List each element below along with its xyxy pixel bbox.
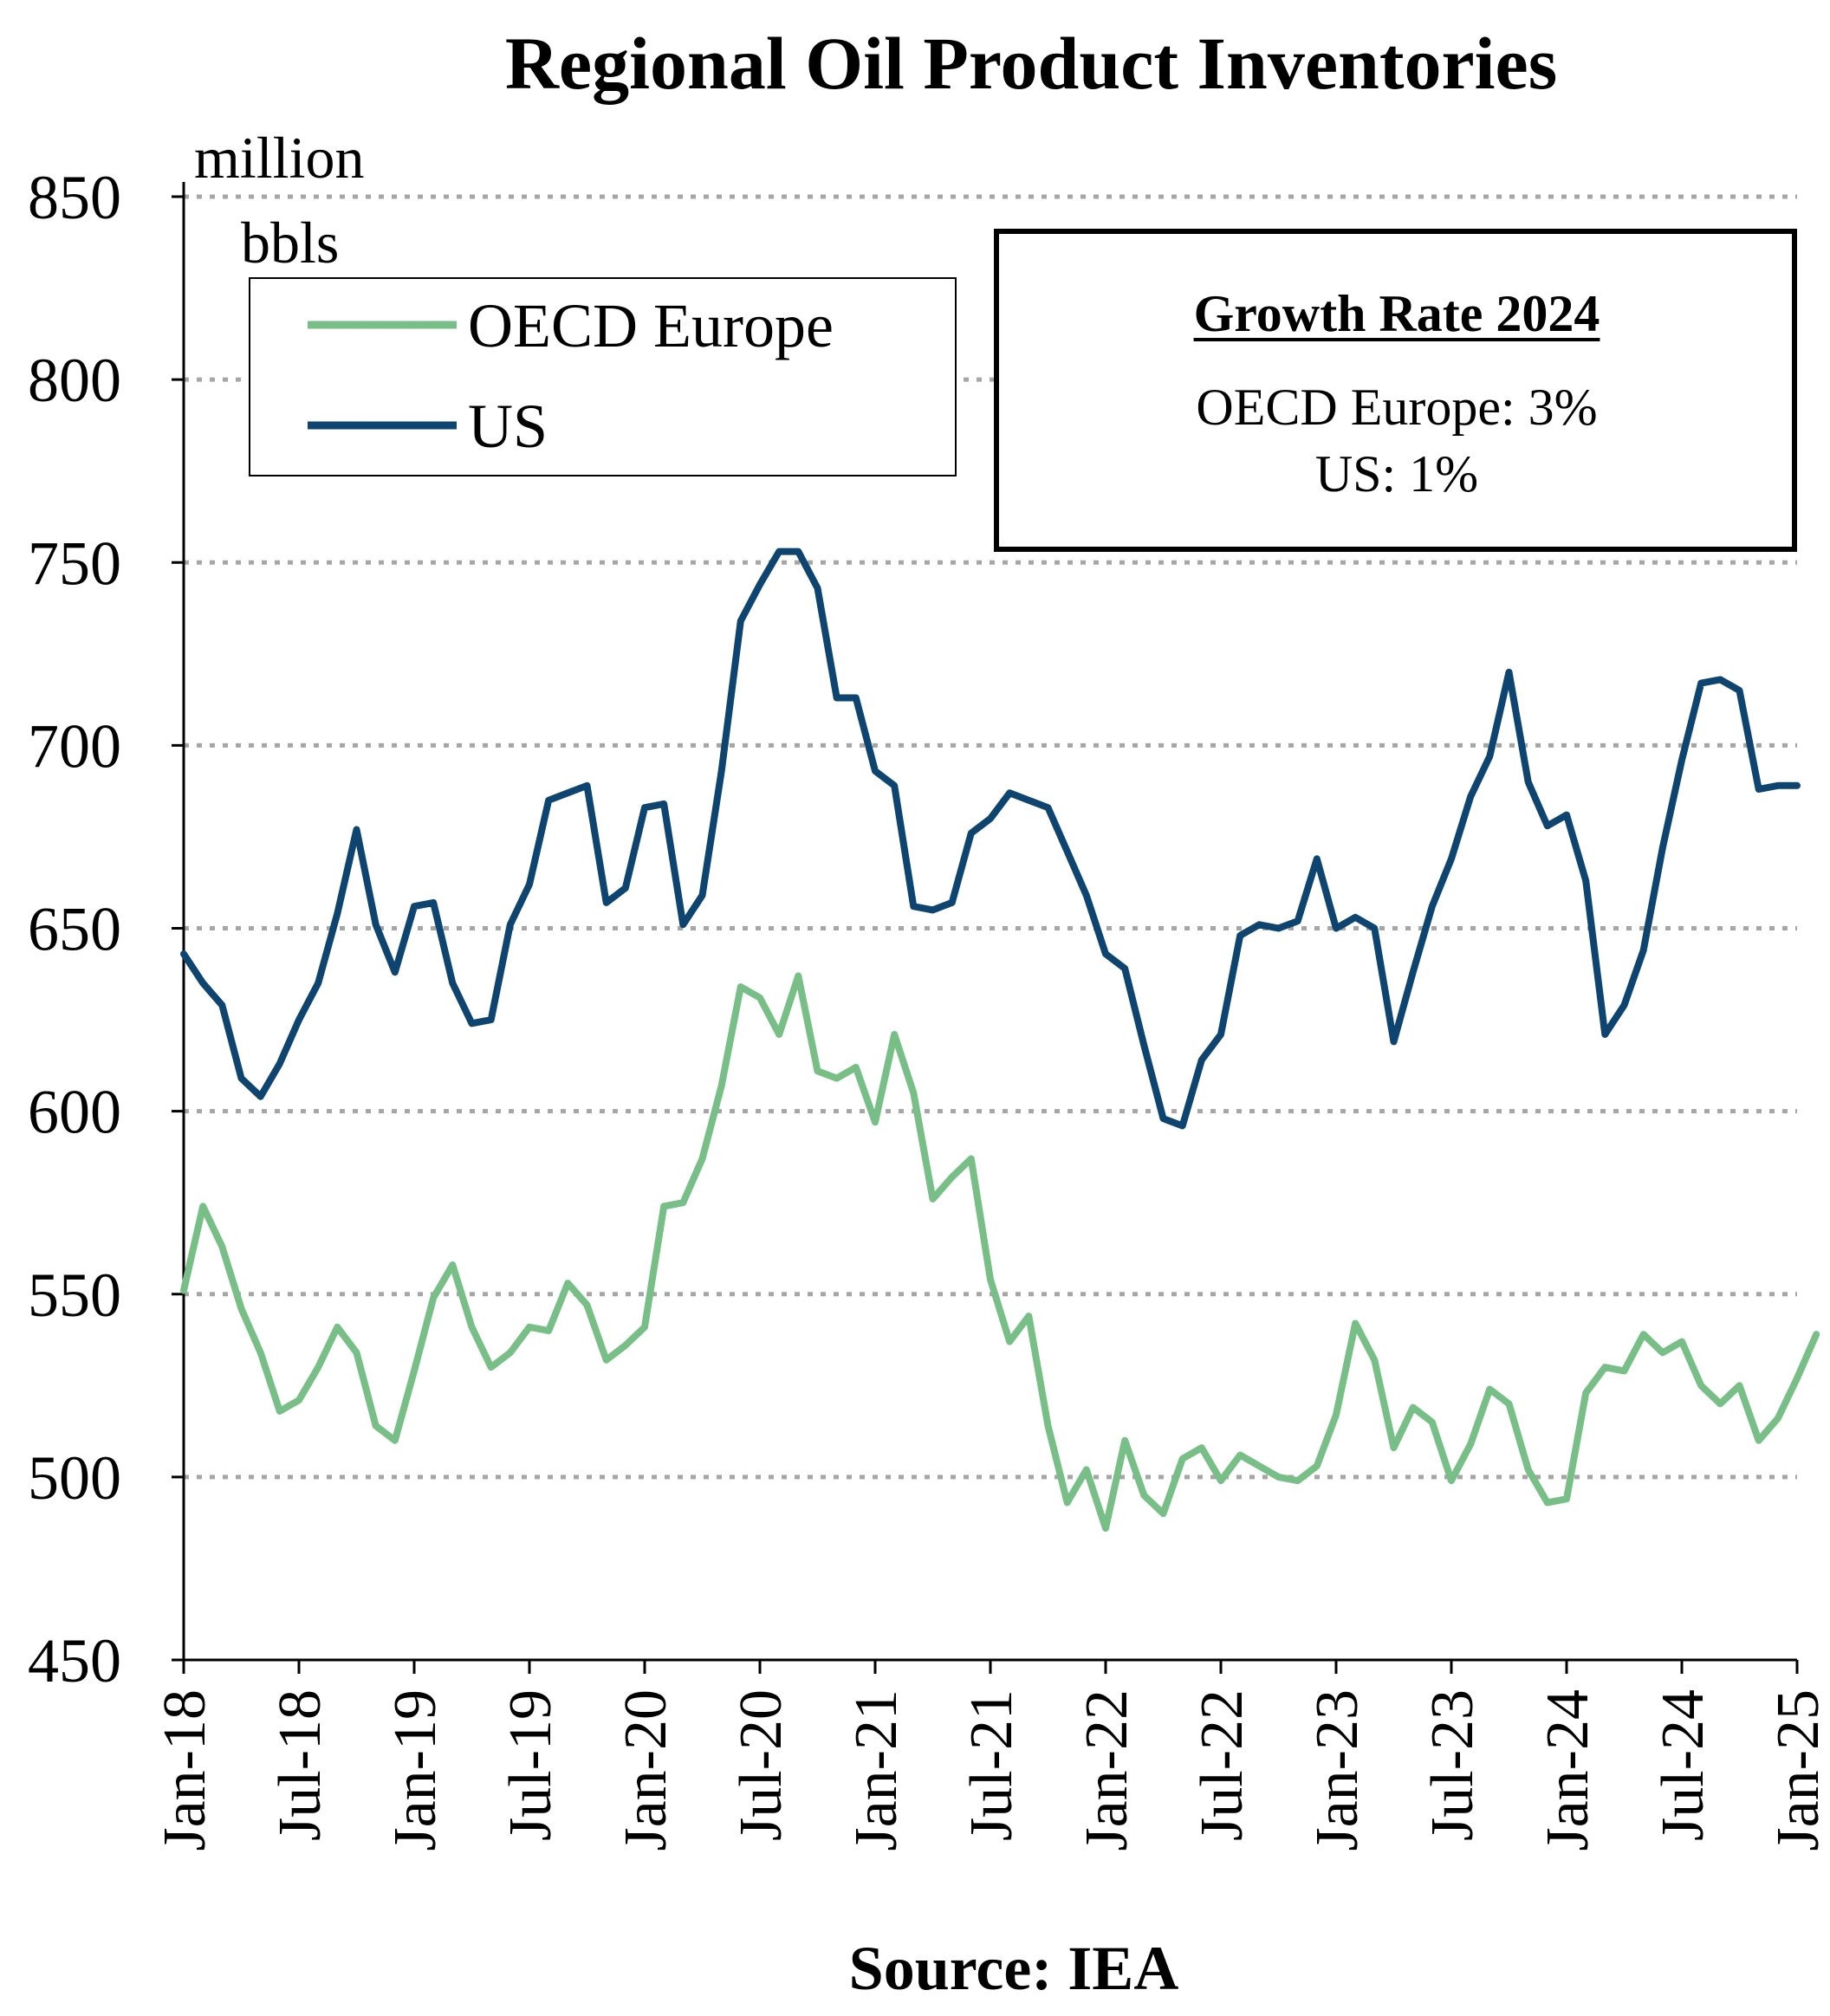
y-tick-label-500: 500 <box>28 1443 121 1513</box>
growth-rate-box: Growth Rate 2024 OECD Europe: 3% US: 1% <box>994 229 1797 552</box>
x-tick-label-Jan-22: Jan-22 <box>1074 1689 1140 1851</box>
x-tick-label-Jan-19: Jan-19 <box>382 1689 449 1851</box>
legend-label-europe: OECD Europe <box>468 291 834 360</box>
y-tick-label-850: 850 <box>28 163 121 232</box>
growth-box-europe: OECD Europe: 3% <box>1196 379 1597 436</box>
unit-label-line1: million <box>194 125 364 191</box>
growth-box-title: Growth Rate 2024 <box>1194 285 1600 342</box>
legend-label-us: US <box>468 392 548 461</box>
x-tick-label-Jan-18: Jan-18 <box>152 1689 218 1851</box>
y-tick-label-450: 450 <box>28 1626 121 1695</box>
x-tick-label-Jul-18: Jul-18 <box>267 1689 334 1841</box>
x-tick-label-Jul-20: Jul-20 <box>728 1689 795 1841</box>
x-axis-ticks: Jan-18 Jul-18 Jan-19 Jul-19 Jan-20 Jul-20 Jan-… <box>152 1660 1830 1851</box>
chart-title: Regional Oil Product Inventories <box>505 22 1557 105</box>
x-tick-label-Jan-23: Jan-23 <box>1304 1689 1371 1851</box>
source-label: Source: IEA <box>849 1934 1179 2003</box>
y-tick-label-800: 800 <box>28 346 121 415</box>
x-tick-label-Jan-24: Jan-24 <box>1535 1689 1601 1851</box>
y-axis-ticks: 450 500 550 600 650 700 750 800 850 <box>28 163 184 1695</box>
y-tick-label-550: 550 <box>28 1261 121 1330</box>
series-group <box>180 548 1820 1532</box>
legend: OECD Europe US <box>249 277 957 476</box>
growth-box-frame <box>994 229 1797 552</box>
gridlines <box>184 194 1797 1480</box>
y-tick-label-700: 700 <box>28 711 121 781</box>
x-tick-label-Jul-23: Jul-23 <box>1419 1689 1486 1841</box>
series-line-oecd-europe <box>180 972 1820 1532</box>
x-tick-label-Jul-24: Jul-24 <box>1650 1689 1716 1841</box>
y-tick-label-650: 650 <box>28 895 121 964</box>
y-tick-label-750: 750 <box>28 528 121 598</box>
x-tick-label-Jul-21: Jul-21 <box>958 1689 1025 1841</box>
legend-box <box>249 277 957 476</box>
series-line-us <box>180 548 1801 1130</box>
x-tick-label-Jan-20: Jan-20 <box>613 1689 679 1851</box>
growth-box-us: US: 1% <box>1315 445 1478 502</box>
x-tick-label-Jul-19: Jul-19 <box>497 1689 564 1841</box>
x-tick-label-Jan-21: Jan-21 <box>843 1689 910 1851</box>
y-tick-label-600: 600 <box>28 1078 121 1147</box>
unit-label-line2: bbls <box>241 210 339 275</box>
x-tick-label-Jan-25: Jan-25 <box>1765 1689 1830 1851</box>
x-tick-label-Jul-22: Jul-22 <box>1189 1689 1256 1841</box>
